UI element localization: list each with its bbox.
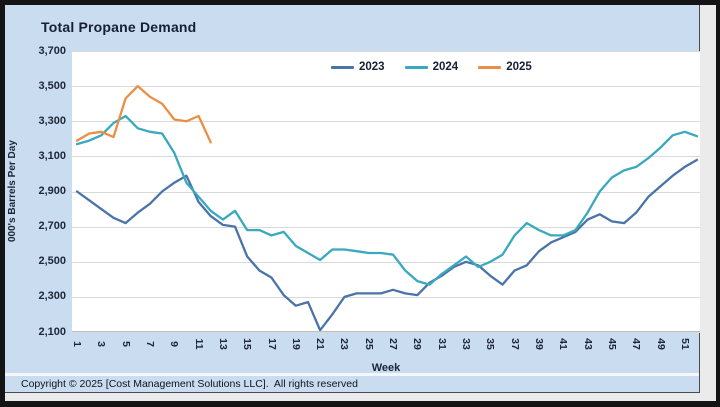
legend-item-2025: 2025 [478, 61, 532, 73]
y-tick-label: 2,900 [38, 185, 66, 197]
legend-label: 2025 [506, 61, 532, 73]
x-tick-label: 45 [605, 338, 618, 350]
y-tick-label: 2,700 [38, 220, 66, 233]
x-tick-label: 39 [532, 338, 545, 350]
gridline [72, 86, 700, 87]
legend-line-swatch [478, 65, 502, 69]
y-tick-label: 2,100 [38, 325, 66, 338]
x-tick-label: 5 [119, 341, 132, 347]
series-lines [75, 84, 699, 332]
legend-line-swatch [404, 65, 428, 69]
x-tick-label: 35 [484, 338, 497, 350]
series-line-2023 [75, 158, 699, 332]
gridline [72, 332, 700, 333]
x-axis-title: Week [371, 362, 401, 374]
divider-band [5, 373, 699, 376]
y-tick-label: 2,500 [38, 255, 66, 268]
legend: 2023 2024 2025 [331, 61, 532, 73]
plot-area [72, 51, 700, 333]
gridline [72, 156, 700, 157]
x-tick-label: 37 [508, 338, 521, 350]
x-tick-label: 33 [460, 338, 473, 350]
series-line-2024 [75, 114, 699, 286]
legend-item-2024: 2024 [404, 61, 459, 73]
gridline [72, 227, 700, 228]
x-tick-label: 23 [338, 338, 351, 350]
x-tick-label: 13 [216, 338, 229, 350]
x-tick-label: 9 [168, 341, 181, 347]
x-tick-label: 17 [265, 338, 278, 350]
chart-container: Total Propane Demand 000's Barrels Per D… [5, 5, 700, 393]
gridline [72, 192, 700, 193]
y-tick-label: 3,500 [38, 79, 66, 92]
x-tick-label: 31 [435, 338, 448, 350]
y-tick-label: 3,100 [38, 149, 66, 162]
x-tick-label: 11 [192, 338, 205, 350]
x-tick-label: 51 [678, 338, 691, 350]
y-tick-label: 3,700 [38, 44, 66, 57]
page-background: Total Propane Demand 000's Barrels Per D… [5, 5, 716, 401]
x-tick-label: 21 [314, 338, 327, 350]
x-tick-label: 27 [387, 338, 400, 350]
x-tick-label: 1 [71, 341, 83, 347]
x-tick-label: 41 [557, 338, 570, 350]
x-tick-label: 29 [411, 338, 424, 350]
copyright-text: Copyright © 2025 [Cost Management Soluti… [21, 378, 358, 390]
y-tick-label: 3,300 [38, 114, 66, 127]
series-line-2025 [75, 84, 212, 144]
x-tick-label: 7 [143, 341, 156, 347]
gridline [72, 297, 700, 298]
x-tick-label: 25 [362, 338, 375, 350]
x-tick-label: 43 [581, 338, 594, 350]
legend-item-2023: 2023 [331, 61, 385, 73]
legend-label: 2023 [359, 61, 385, 73]
gridline [72, 51, 700, 52]
y-axis-title: 000's Barrels Per Day [7, 140, 18, 243]
x-tick-label: 3 [95, 341, 108, 347]
x-tick-label: 47 [630, 338, 643, 350]
x-tick-label: 15 [241, 338, 254, 350]
legend-line-swatch [331, 65, 354, 69]
chart-title: Total Propane Demand [41, 19, 197, 35]
x-axis-line [72, 331, 700, 332]
gridline [72, 262, 700, 263]
x-tick-label: 49 [654, 338, 667, 350]
x-tick-label: 19 [289, 338, 302, 350]
gridline [72, 121, 700, 122]
y-tick-label: 2,300 [38, 290, 66, 303]
legend-label: 2024 [432, 61, 459, 73]
